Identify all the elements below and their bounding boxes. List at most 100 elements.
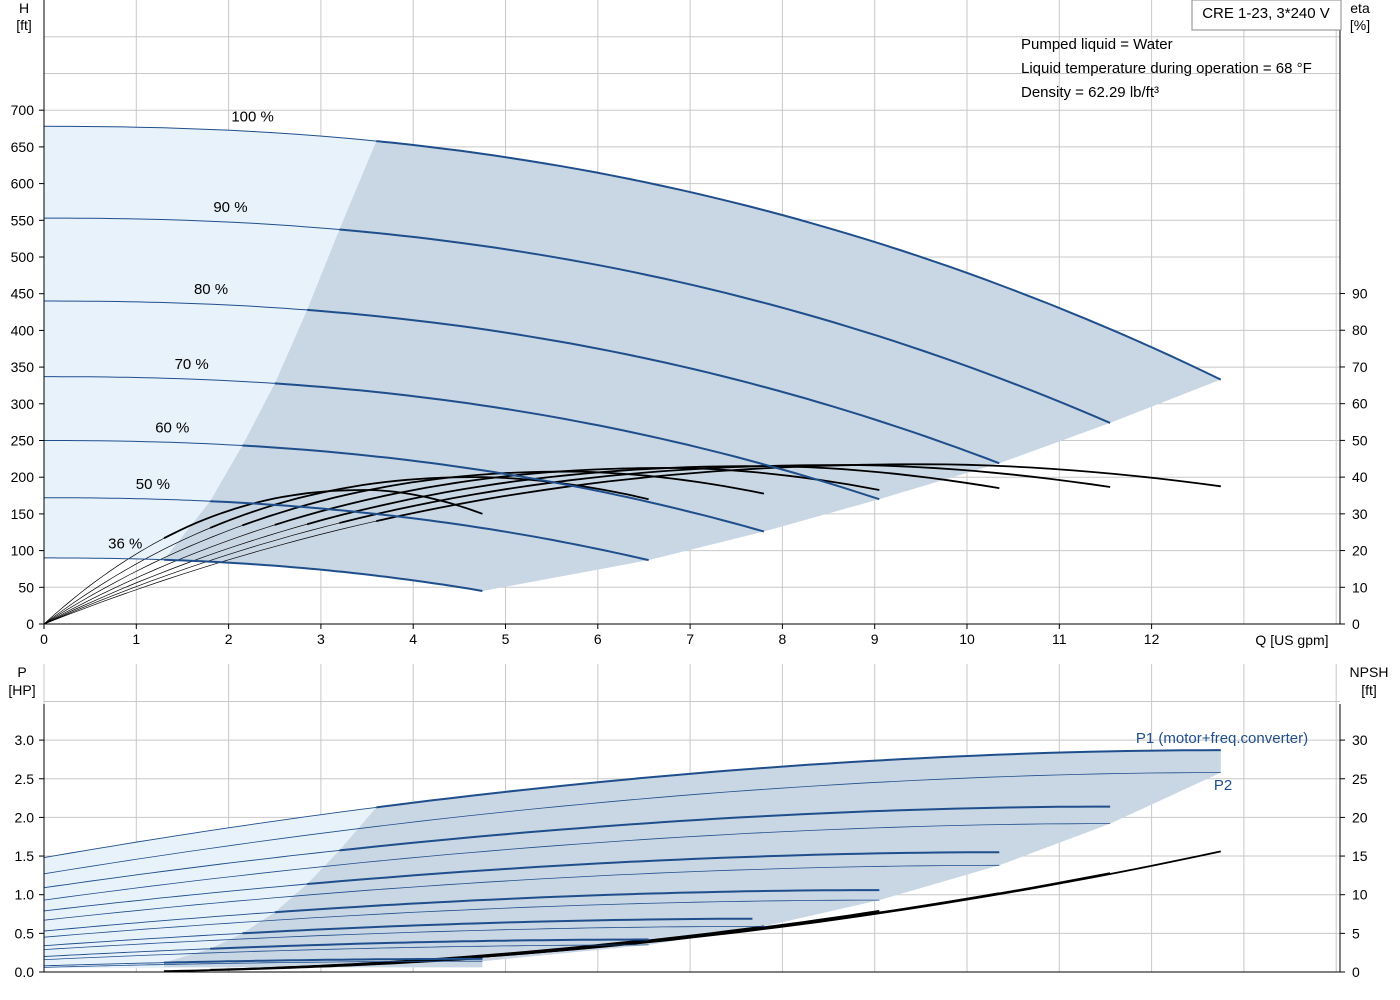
qh-curves: 100 % 90 % 80 % 70 % 60 % 50 % 36 % xyxy=(43,109,1222,592)
qh-curve xyxy=(307,308,1000,465)
p1-curve-thin xyxy=(43,932,243,947)
p-axis-unit: [HP] xyxy=(8,682,35,698)
q-tick-label: 0 xyxy=(40,631,48,647)
h-tick-label: 450 xyxy=(11,286,35,302)
h-axis-unit: [ft] xyxy=(16,17,32,33)
p2-curve xyxy=(43,772,1221,875)
speed-label: 80 % xyxy=(194,281,228,298)
p1-curve-thin xyxy=(43,849,340,889)
h-tick-label: 700 xyxy=(11,102,35,118)
eta-tick-label: 90 xyxy=(1352,286,1368,302)
h-tick-label: 300 xyxy=(11,396,35,412)
npsh-tick-label: 10 xyxy=(1352,887,1368,903)
npsh-tick-label: 5 xyxy=(1352,925,1360,941)
p2-curve xyxy=(43,864,1000,921)
eta-tick-label: 70 xyxy=(1352,359,1368,375)
bottom-operating-region xyxy=(44,750,1221,969)
p1-curve xyxy=(274,889,880,914)
p-tick-label: 1.0 xyxy=(15,887,35,903)
qh-curve xyxy=(376,140,1222,381)
speed-label: 90 % xyxy=(213,199,247,216)
h-tick-label: 550 xyxy=(11,212,35,228)
h-tick-label: 50 xyxy=(18,579,34,595)
p2-curve xyxy=(43,823,1111,901)
h-axis-label: H xyxy=(19,0,29,16)
qh-curve-thin xyxy=(43,125,377,142)
q-tick-label: 4 xyxy=(409,631,417,647)
eta-tick-label: 40 xyxy=(1352,469,1368,485)
info-line-temperature: Liquid temperature during operation = 68… xyxy=(1021,60,1312,77)
p1-curve xyxy=(210,938,649,950)
eta-tick-label: 80 xyxy=(1352,322,1368,338)
p1-curve xyxy=(163,957,483,964)
q-tick-label: 3 xyxy=(317,631,325,647)
efficiency-curves xyxy=(43,463,1221,625)
efficiency-curve xyxy=(274,466,880,526)
q-tick-label: 8 xyxy=(779,631,787,647)
p2-curve xyxy=(43,960,483,968)
qh-curve-thin xyxy=(44,217,340,230)
npsh-tick-label: 0 xyxy=(1352,964,1360,980)
qh-curve xyxy=(163,558,483,592)
qh-curve xyxy=(274,382,880,501)
q-axis-label: Q [US gpm] xyxy=(1255,632,1328,648)
qh-curve xyxy=(339,228,1111,424)
qh-curve-thin xyxy=(44,440,243,446)
npsh-tick-label: 30 xyxy=(1352,732,1368,748)
h-tick-label: 250 xyxy=(11,433,35,449)
qh-curve-thin xyxy=(44,557,165,561)
p1-curve xyxy=(376,749,1221,809)
eta-tick-label: 30 xyxy=(1352,506,1368,522)
q-tick-label: 5 xyxy=(502,631,510,647)
p1-curve-thin xyxy=(43,962,165,967)
product-box xyxy=(1191,0,1342,31)
q-tick-label: 6 xyxy=(594,631,602,647)
p2-series-label: P2 xyxy=(1214,777,1232,794)
speed-label: 70 % xyxy=(175,356,209,373)
p2-curve xyxy=(43,944,649,960)
qh-curve-thin xyxy=(44,376,275,384)
h-tick-label: 150 xyxy=(11,506,35,522)
qh-curve-thin xyxy=(44,497,211,502)
p-tick-label: 2.5 xyxy=(15,771,35,787)
h-tick-label: 400 xyxy=(11,322,35,338)
p-tick-label: 0.0 xyxy=(15,964,35,980)
product-label: CRE 1-23, 3*240 V xyxy=(1202,5,1330,22)
speed-label: 36 % xyxy=(108,536,142,553)
p1-curve xyxy=(339,805,1111,852)
speed-label: 60 % xyxy=(155,419,189,436)
npsh-axis-unit: [ft] xyxy=(1361,682,1377,698)
eta-axis-label: eta xyxy=(1350,0,1370,16)
info-line-liquid: Pumped liquid = Water xyxy=(1021,36,1173,53)
p1-curve-thin xyxy=(43,806,377,859)
q-tick-label: 12 xyxy=(1144,631,1160,647)
speed-label: 100 % xyxy=(231,109,274,126)
q-tick-label: 9 xyxy=(871,631,879,647)
q-tick-label: 11 xyxy=(1052,631,1067,647)
h-tick-label: 100 xyxy=(11,543,35,559)
h-tick-label: 500 xyxy=(11,249,35,265)
p-tick-label: 2.0 xyxy=(15,809,35,825)
npsh-axis-label: NPSH xyxy=(1350,664,1389,680)
q-tick-label: 10 xyxy=(959,631,975,647)
p-tick-label: 0.5 xyxy=(15,925,35,941)
eta-tick-label: 60 xyxy=(1352,396,1368,412)
p-axis-label: P xyxy=(17,664,26,680)
npsh-curve xyxy=(376,850,1221,965)
eta-tick-label: 10 xyxy=(1352,579,1368,595)
p1-series-label: P1 (motor+freq.converter) xyxy=(1136,730,1308,747)
npsh-tick-label: 20 xyxy=(1352,809,1368,825)
eta-tick-label: 50 xyxy=(1352,432,1368,448)
bottom-axes: 0.0 0.5 1.0 1.5 2.0 2.5 3.0 0 5 10 15 20 25 30 xyxy=(15,704,1368,980)
h-tick-label: 200 xyxy=(11,469,35,485)
h-tick-label: 650 xyxy=(11,139,35,155)
p-tick-label: 3.0 xyxy=(15,732,35,748)
p1-curve-thin xyxy=(43,911,275,932)
info-line-density: Density = 62.29 lb/ft³ xyxy=(1021,84,1159,101)
top-axes: 0501001502002503003504004505005506006507… xyxy=(11,0,1368,647)
p1-curve xyxy=(242,917,753,935)
efficiency-curve xyxy=(339,464,1111,524)
qh-curve xyxy=(210,500,649,562)
q-tick-label: 7 xyxy=(686,631,694,647)
